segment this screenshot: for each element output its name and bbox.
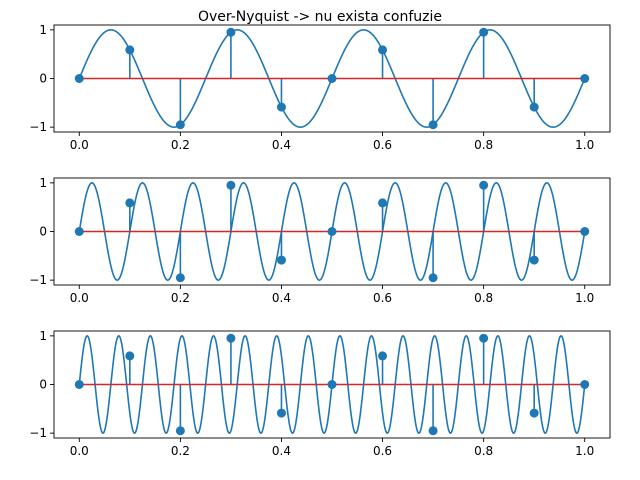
x-tick-label: 0.0 — [70, 138, 89, 152]
stem-marker — [327, 74, 337, 83]
stem-marker — [125, 198, 135, 208]
x-tick-label: 1.0 — [575, 138, 594, 152]
stem-marker — [428, 120, 438, 130]
stem-marker — [175, 426, 185, 436]
y-tick-label: 1 — [39, 23, 47, 37]
x-tick-label: 0.6 — [373, 444, 392, 458]
stem-marker — [276, 255, 286, 265]
x-tick-label: 0.2 — [171, 291, 190, 305]
x-tick-label: 0.4 — [272, 291, 291, 305]
x-tick-label: 0.4 — [272, 444, 291, 458]
stem-marker — [378, 351, 388, 361]
y-tick-label: −1 — [29, 273, 47, 287]
y-tick-label: −1 — [29, 120, 47, 134]
stem-marker — [226, 180, 236, 190]
x-tick-label: 0.0 — [70, 291, 89, 305]
x-tick-label: 0.2 — [171, 444, 190, 458]
stem-marker — [479, 27, 489, 37]
stem-marker — [226, 333, 236, 343]
stem-marker — [529, 255, 539, 265]
x-tick-label: 1.0 — [575, 291, 594, 305]
x-tick-label: 0.6 — [373, 138, 392, 152]
stem-marker — [74, 380, 84, 389]
stem-marker — [580, 227, 590, 236]
stem-marker — [479, 180, 489, 190]
stem-marker — [74, 74, 84, 83]
stem-marker — [529, 102, 539, 112]
y-tick-label: 0 — [39, 72, 47, 86]
stem-marker — [428, 273, 438, 283]
stem-marker — [378, 198, 388, 208]
x-tick-label: 0.4 — [272, 138, 291, 152]
y-tick-label: 1 — [39, 176, 47, 190]
x-tick-label: 0.8 — [474, 444, 493, 458]
y-tick-label: 0 — [39, 378, 47, 392]
x-tick-label: 0.8 — [474, 138, 493, 152]
x-tick-label: 0.2 — [171, 138, 190, 152]
stem-marker — [428, 426, 438, 436]
stem-marker — [580, 74, 590, 83]
stem-marker — [479, 333, 489, 343]
chart-title: Over-Nyquist -> nu exista confuzie — [198, 9, 442, 25]
stem-marker — [125, 45, 135, 55]
x-tick-label: 0.0 — [70, 444, 89, 458]
x-tick-label: 0.8 — [474, 291, 493, 305]
stem-marker — [276, 102, 286, 112]
stem-marker — [125, 351, 135, 361]
stem-marker — [74, 227, 84, 236]
stem-marker — [327, 227, 337, 236]
y-tick-label: 1 — [39, 329, 47, 343]
x-tick-label: 1.0 — [575, 444, 594, 458]
stem-marker — [327, 380, 337, 389]
y-tick-label: 0 — [39, 225, 47, 239]
stem-marker — [276, 408, 286, 418]
y-tick-label: −1 — [29, 426, 47, 440]
stem-marker — [175, 273, 185, 283]
stem-marker — [378, 45, 388, 55]
stem-marker — [226, 27, 236, 37]
stem-marker — [529, 408, 539, 418]
stem-marker — [580, 380, 590, 389]
x-tick-label: 0.6 — [373, 291, 392, 305]
stem-marker — [175, 120, 185, 130]
